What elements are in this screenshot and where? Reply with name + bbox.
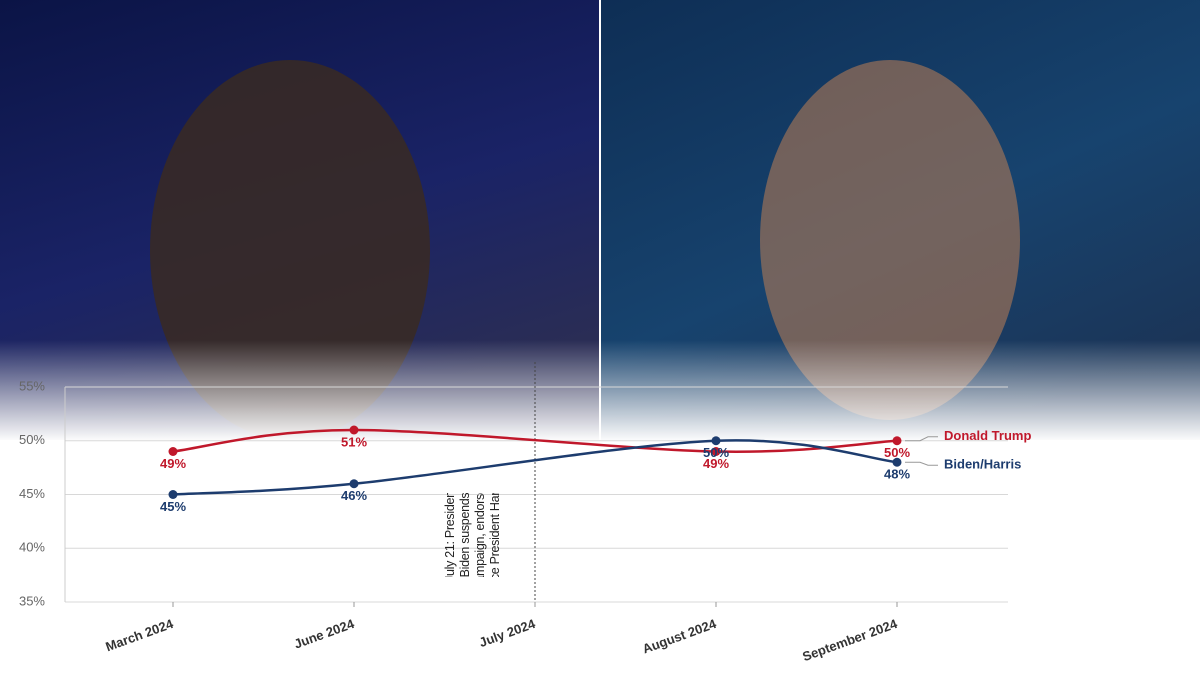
photo-figure <box>760 60 1020 420</box>
photo-fade <box>0 340 1200 442</box>
point <box>892 436 902 446</box>
point <box>168 490 178 499</box>
value-label: 49% <box>160 456 186 471</box>
annotation-box: July 21: President Biden suspends campai… <box>443 493 502 577</box>
legend-label: Biden/Harris <box>944 457 1021 472</box>
series-line <box>172 428 355 453</box>
value-label: 46% <box>341 488 367 503</box>
y-tick-label: 55% <box>19 378 45 393</box>
point <box>892 457 902 467</box>
series-line <box>172 482 355 496</box>
x-tick-label: July 2024 <box>477 616 538 650</box>
value-label: 51% <box>341 434 367 449</box>
y-tick-label: 35% <box>19 593 45 608</box>
legend-label: Donald Trump <box>944 428 1031 443</box>
point <box>349 425 359 435</box>
line-connector <box>353 439 717 485</box>
value-label: 50% <box>884 445 910 460</box>
y-tick-label: 40% <box>19 540 45 555</box>
series-line <box>715 439 898 464</box>
value-label: 50% <box>703 445 729 460</box>
annotation: July 21: President Biden suspends campai… <box>443 493 502 577</box>
value-label: 49% <box>703 456 729 471</box>
divider <box>599 0 601 440</box>
legend-leader <box>905 461 938 466</box>
line-connector <box>353 428 717 453</box>
point <box>711 447 721 456</box>
x-tick-label: June 2024 <box>292 616 357 652</box>
value-label: 48% <box>884 467 910 482</box>
point <box>349 479 359 489</box>
point <box>711 436 721 446</box>
x-tick-label: March 2024 <box>104 616 176 655</box>
value-label: 45% <box>160 499 186 514</box>
y-tick-label: 50% <box>19 432 45 447</box>
y-tick-label: 45% <box>19 486 45 501</box>
x-tick-label: September 2024 <box>800 616 900 664</box>
series-line <box>715 439 898 453</box>
x-tick-label: August 2024 <box>640 616 718 657</box>
point <box>168 447 178 456</box>
legend-leader <box>905 436 938 442</box>
